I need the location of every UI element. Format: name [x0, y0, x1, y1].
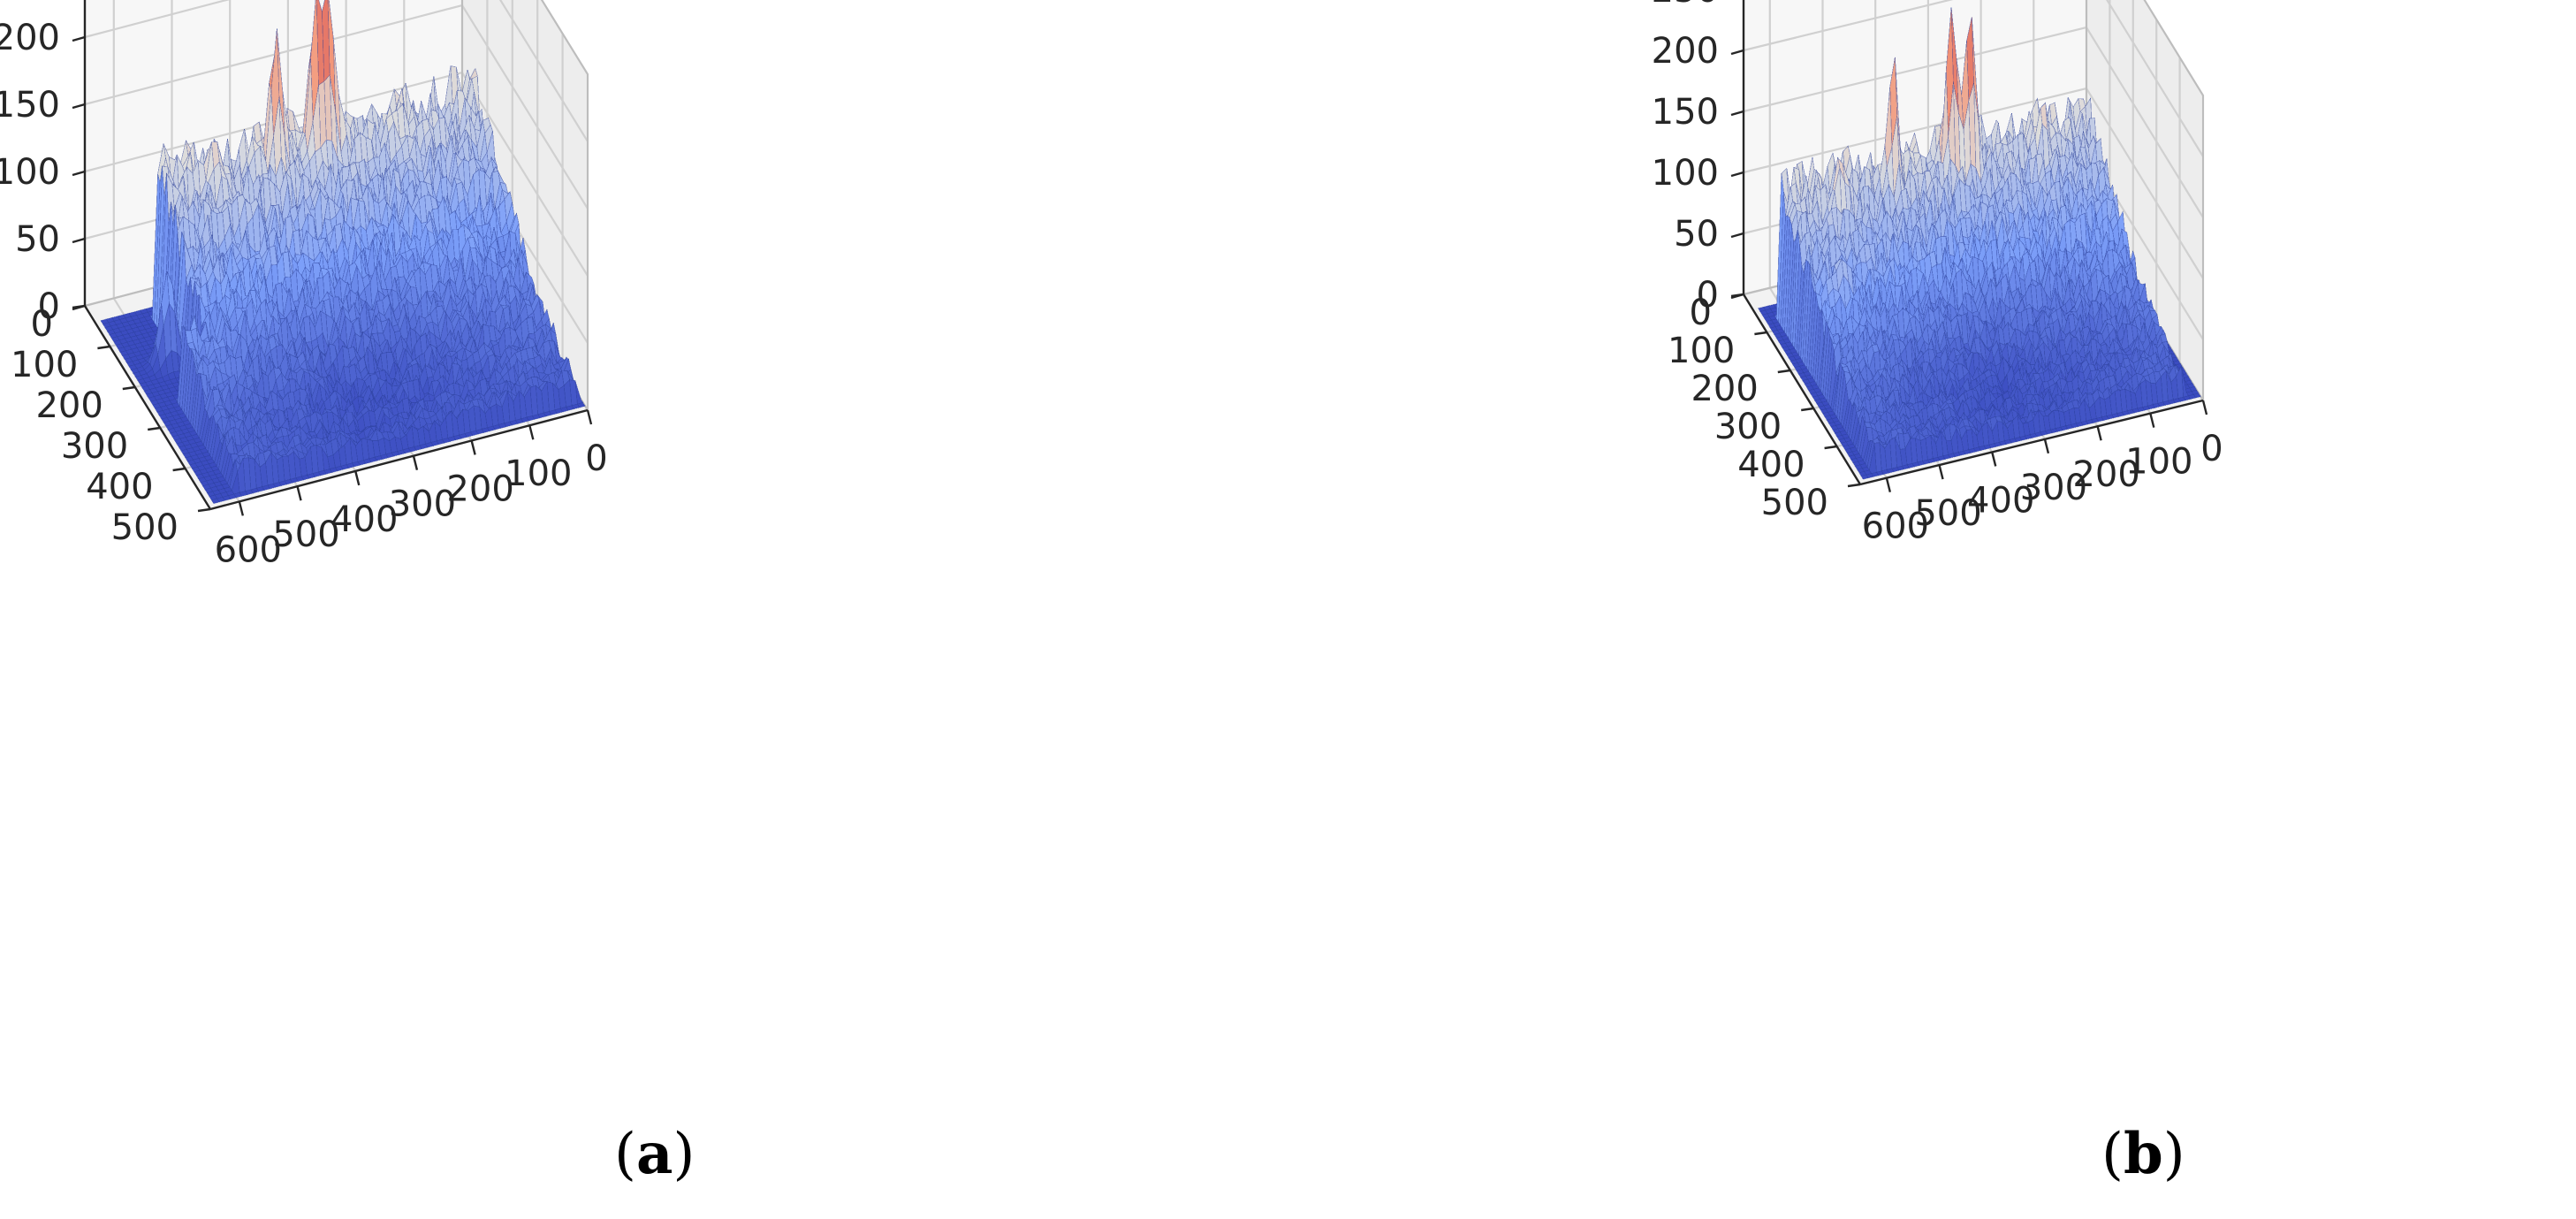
- z-tick-label: 50: [1674, 214, 1719, 255]
- x-tick-label: 600: [1862, 507, 1929, 547]
- z-tick: [72, 237, 86, 244]
- x-tick-label: 300: [389, 484, 456, 525]
- x-tick-label: 0: [2200, 429, 2223, 469]
- x-tick-label: 400: [1967, 480, 2034, 521]
- y-axis-line: [83, 305, 212, 510]
- z-tick: [72, 170, 86, 177]
- tick-labels: 0501001502002500100200300400500600500400…: [1652, 0, 2223, 547]
- side-pane: [2086, 0, 2203, 400]
- z-tick: [1730, 49, 1744, 56]
- y-tick: [1730, 293, 1744, 298]
- y-tick: [1847, 483, 1861, 488]
- y-tick-label: 400: [1737, 445, 1805, 485]
- x-tick: [2043, 438, 2050, 454]
- x-tick-label: 500: [272, 514, 339, 555]
- x-tick-label: 400: [331, 499, 398, 540]
- x-axis-line: [1859, 399, 2204, 486]
- x-tick: [1885, 477, 1892, 492]
- y-tick: [72, 304, 86, 309]
- x-tick: [586, 409, 593, 425]
- y-tick-label: 400: [86, 467, 153, 507]
- y-tick: [1754, 331, 1767, 336]
- y-tick: [197, 507, 211, 513]
- x-tick: [2096, 425, 2102, 441]
- y-tick: [122, 385, 135, 391]
- surface-plot-b-svg: 0501001502002500100200300400500600500400…: [1652, 0, 2223, 547]
- z-tick-label: 50: [15, 219, 60, 260]
- caption-a: (a): [614, 1121, 695, 1187]
- surface-plot-a: 0501001502002500100200300400500600500400…: [0, 0, 695, 1187]
- y-axis-line: [1742, 293, 1862, 485]
- surface: [1757, 7, 2202, 480]
- z-tick: [1730, 110, 1744, 117]
- axis-lines: [83, 0, 589, 511]
- y-tick: [1777, 369, 1790, 374]
- y-tick: [1824, 445, 1837, 450]
- x-axis-line: [209, 408, 589, 511]
- x-tick-label: 200: [2072, 454, 2139, 495]
- x-tick: [1938, 464, 1944, 480]
- side-pane: [462, 0, 588, 410]
- y-tick-label: 0: [31, 304, 53, 345]
- x-tick: [528, 424, 535, 440]
- x-tick-label: 300: [2020, 468, 2087, 508]
- y-tick: [1801, 407, 1814, 412]
- z-tick: [72, 35, 86, 42]
- surface-plot-b: 0501001502002500100200300400500600500400…: [1288, 0, 2576, 1219]
- x-tick-label: 200: [446, 469, 513, 509]
- axis-lines: [1742, 0, 2204, 486]
- y-tick: [172, 467, 186, 472]
- z-tick-label: 100: [0, 152, 60, 193]
- x-tick: [354, 470, 361, 486]
- tick-labels: 0501001502002500100200300400500600500400…: [0, 18, 608, 570]
- x-tick-label: 600: [215, 530, 282, 570]
- z-tick-label: 0: [38, 286, 60, 327]
- x-tick: [1991, 452, 1997, 467]
- z-tick-label: 150: [0, 85, 60, 126]
- z-tick-label: 200: [1652, 31, 1719, 72]
- x-tick: [470, 440, 476, 455]
- x-tick-label: 100: [505, 453, 572, 494]
- z-tick-label: 150: [1652, 92, 1719, 133]
- y-tick-label: 500: [111, 507, 179, 548]
- x-tick: [2149, 413, 2155, 428]
- y-tick-label: 300: [61, 426, 128, 467]
- x-tick: [2201, 400, 2208, 415]
- z-gridline: [1743, 0, 2204, 157]
- x-tick: [412, 455, 419, 470]
- y-tick-label: 300: [1714, 407, 1782, 447]
- y-tick-label: 500: [1761, 483, 1828, 523]
- surface-plot-a-svg: 0501001502002500100200300400500600500400…: [0, 0, 608, 570]
- x-tick-label: 100: [2125, 442, 2192, 483]
- y-tick-label: 200: [1691, 369, 1758, 409]
- x-tick: [296, 485, 302, 501]
- y-tick-label: 100: [1668, 331, 1735, 371]
- z-tick: [1730, 232, 1744, 239]
- y-tick-label: 100: [11, 345, 78, 385]
- z-gridline: [84, 0, 589, 142]
- z-tick: [1730, 171, 1744, 178]
- y-tick: [97, 345, 110, 350]
- z-tick-label: 100: [1652, 153, 1719, 194]
- x-tick-label: 0: [585, 438, 607, 479]
- z-tick-label: 0: [1697, 275, 1719, 316]
- y-tick-label: 0: [1690, 293, 1712, 333]
- y-tick-label: 200: [35, 385, 103, 426]
- z-tick: [72, 103, 86, 110]
- z-tick-label: 200: [0, 18, 60, 58]
- x-tick-label: 500: [1914, 493, 1981, 534]
- surface: [100, 0, 586, 505]
- y-tick: [148, 426, 161, 431]
- caption-b: (b): [2101, 1121, 2185, 1187]
- x-tick: [238, 501, 245, 516]
- z-tick-label: 250: [1652, 0, 1719, 11]
